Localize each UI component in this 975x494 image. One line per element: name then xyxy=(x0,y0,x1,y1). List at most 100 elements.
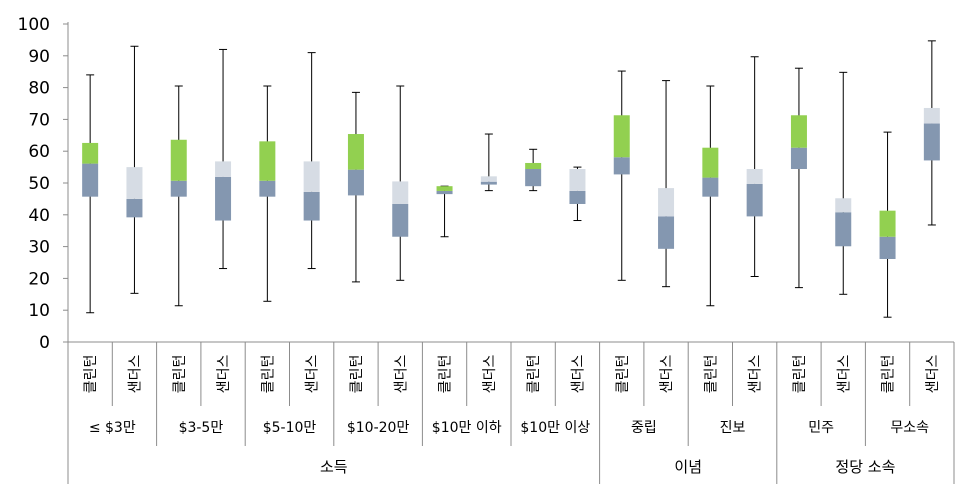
candidate-label: 샌더스 xyxy=(305,355,321,394)
box-upper-quartile xyxy=(702,147,719,178)
y-tick-label: 20 xyxy=(28,269,50,289)
subgroup-label: ≤ $3만 xyxy=(89,420,136,436)
box-lower-quartile xyxy=(303,191,320,221)
box-lower-quartile xyxy=(170,180,187,197)
y-tick-label: 70 xyxy=(28,110,50,130)
candidate-label: 클린턴 xyxy=(615,355,631,394)
box-sanders xyxy=(835,71,852,295)
box-upper-quartile xyxy=(215,161,232,177)
group-label: 소득 xyxy=(320,458,348,476)
subgroup-label: 무소속 xyxy=(890,420,929,436)
box-lower-quartile xyxy=(746,183,763,217)
candidate-label: 클린턴 xyxy=(792,355,808,394)
candidate-label: 샌더스 xyxy=(127,355,143,394)
subgroup-label: $10만 이상 xyxy=(520,420,590,436)
box-clinton xyxy=(790,67,807,289)
candidate-label: 클린턴 xyxy=(83,355,99,394)
subgroup-label: 진보 xyxy=(720,420,746,436)
box-clinton xyxy=(259,85,276,302)
box-clinton xyxy=(613,70,630,281)
box-sanders xyxy=(746,56,763,277)
box-sanders xyxy=(923,40,940,226)
box-upper-quartile xyxy=(746,169,763,184)
box-sanders xyxy=(480,133,497,192)
subgroup-label: $10만 이하 xyxy=(432,420,502,436)
subgroup-label: $3-5만 xyxy=(179,420,224,436)
box-sanders xyxy=(126,45,143,294)
box-upper-quartile xyxy=(303,161,320,192)
box-clinton xyxy=(436,185,453,238)
box-clinton xyxy=(525,148,542,192)
box-clinton xyxy=(347,91,364,283)
y-tick-label: 50 xyxy=(28,174,50,194)
box-upper-quartile xyxy=(436,186,453,191)
box-upper-quartile xyxy=(126,167,143,199)
box-lower-quartile xyxy=(347,169,364,196)
x-axis: 클린턴 샌더스 클린턴 샌더스 클린턴 샌더스 클린턴 샌더스 클린턴 샌더스 클린턴 샌더스 클린턴 샌… xyxy=(67,341,955,484)
y-tick-label: 40 xyxy=(28,206,50,226)
candidate-label: 클린턴 xyxy=(349,355,365,394)
subgroup-label: $5-10만 xyxy=(263,420,317,436)
y-tick-label: 10 xyxy=(28,301,50,321)
box-upper-quartile xyxy=(658,188,675,217)
candidate-label: 클린턴 xyxy=(260,355,276,394)
box-lower-quartile xyxy=(702,177,719,197)
candidate-label: 샌더스 xyxy=(393,355,409,394)
box-lower-quartile xyxy=(82,163,99,197)
box-sanders xyxy=(658,80,675,288)
box-sanders xyxy=(215,48,232,270)
box-lower-quartile xyxy=(923,123,940,161)
box-upper-quartile xyxy=(480,176,497,182)
y-tick-label: 60 xyxy=(28,142,50,162)
box-upper-quartile xyxy=(835,198,852,213)
subgroup-label: 중립 xyxy=(631,420,657,436)
candidate-label: 클린턴 xyxy=(703,355,719,394)
box-clinton xyxy=(879,131,896,318)
candidate-label: 샌더스 xyxy=(748,355,764,394)
box-lower-quartile xyxy=(436,190,453,195)
y-tick-label: 30 xyxy=(28,238,50,258)
subgroup-label: 민주 xyxy=(808,420,834,436)
box-lower-quartile xyxy=(480,181,497,185)
box-upper-quartile xyxy=(259,141,276,181)
box-lower-quartile xyxy=(569,190,586,204)
box-sanders xyxy=(303,52,320,270)
box-upper-quartile xyxy=(525,162,542,170)
box-clinton xyxy=(82,74,99,314)
box-clinton xyxy=(702,85,719,307)
y-tick-label: 0 xyxy=(39,333,50,353)
box-lower-quartile xyxy=(259,180,276,197)
candidate-label: 클린턴 xyxy=(172,355,188,394)
y-tick-label: 80 xyxy=(28,79,50,99)
candidate-label: 클린턴 xyxy=(526,355,542,394)
box-sanders xyxy=(392,85,409,281)
box-upper-quartile xyxy=(392,181,409,204)
box-lower-quartile xyxy=(525,169,542,187)
box-upper-quartile xyxy=(347,134,364,170)
box-lower-quartile xyxy=(790,147,807,170)
group-label: 이념 xyxy=(674,458,702,476)
box-lower-quartile xyxy=(215,176,232,221)
boxes xyxy=(82,40,940,318)
box-lower-quartile xyxy=(658,216,675,249)
candidate-label: 샌더스 xyxy=(836,355,852,394)
box-sanders xyxy=(569,166,586,222)
box-upper-quartile xyxy=(569,169,586,191)
box-lower-quartile xyxy=(126,198,143,218)
y-tick-label: 100 xyxy=(18,15,50,35)
y-axis: 0 10 20 30 40 50 60 70 80 90 100 xyxy=(18,15,69,353)
box-lower-quartile xyxy=(835,212,852,247)
box-upper-quartile xyxy=(790,115,807,148)
box-upper-quartile xyxy=(82,142,99,164)
candidate-label: 샌더스 xyxy=(925,355,941,394)
candidate-label: 샌더스 xyxy=(216,355,232,394)
box-upper-quartile xyxy=(170,139,187,181)
box-upper-quartile xyxy=(923,107,940,124)
subgroup-label: $10-20만 xyxy=(347,420,410,436)
candidate-label: 샌더스 xyxy=(570,355,586,394)
box-lower-quartile xyxy=(613,157,630,175)
box-lower-quartile xyxy=(879,236,896,260)
y-tick-label: 90 xyxy=(28,47,50,67)
box-upper-quartile xyxy=(879,210,896,237)
